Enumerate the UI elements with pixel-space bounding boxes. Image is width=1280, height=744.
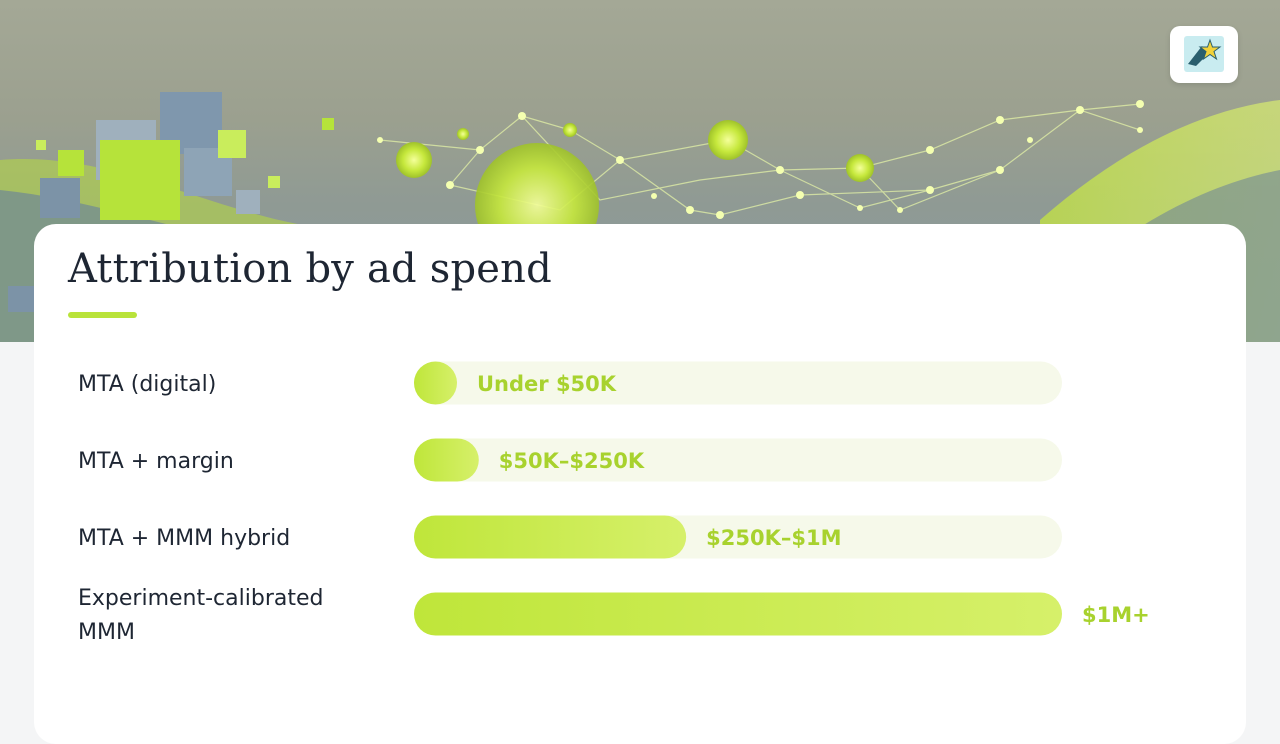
bar-track bbox=[414, 361, 1062, 405]
bar bbox=[414, 592, 1062, 636]
bar-track bbox=[414, 438, 1062, 482]
category-label: MTA + margin bbox=[78, 449, 234, 474]
category-label: MTA (digital) bbox=[78, 372, 216, 397]
category-label: Experiment-calibrated MMM bbox=[78, 586, 323, 645]
logo-badge[interactable] bbox=[1170, 26, 1238, 83]
bar-value-label: $250K–$1M bbox=[706, 526, 841, 550]
category-label: MTA + MMM hybrid bbox=[78, 526, 290, 551]
page-title: Attribution by ad spend bbox=[68, 246, 552, 292]
star-logo-icon bbox=[1184, 36, 1224, 72]
title-underline-accent bbox=[68, 312, 137, 318]
bar bbox=[414, 515, 687, 559]
bar bbox=[414, 361, 457, 405]
bar-value-label: $1M+ bbox=[1082, 603, 1150, 627]
bar bbox=[414, 438, 479, 482]
attribution-bar-chart: MTA (digital) Under $50K MTA + margin $50K–… bbox=[78, 361, 1150, 645]
bar-value-label: Under $50K bbox=[477, 372, 617, 396]
bar-value-label: $50K–$250K bbox=[499, 449, 645, 473]
content-card: Attribution by ad spend MTA (digital) Und… bbox=[34, 224, 1246, 744]
